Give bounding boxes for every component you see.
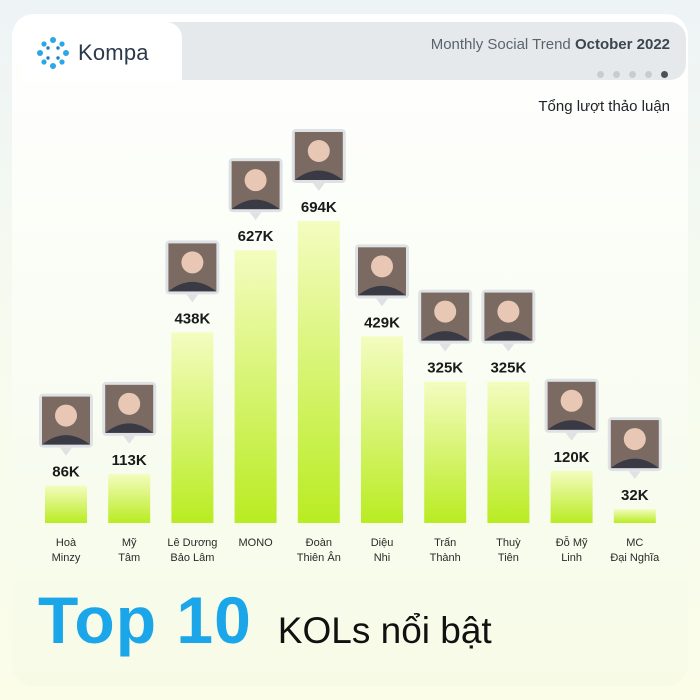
metric-label: Tổng lượt thảo luận	[538, 98, 670, 115]
avatar-face	[623, 428, 646, 451]
category-label: Đỗ Mỹ	[556, 536, 588, 549]
avatar-body	[231, 199, 280, 210]
brand-logo: Kompa	[36, 36, 149, 70]
bar-value-label: 32K	[621, 487, 649, 504]
avatar-pointer	[376, 298, 388, 307]
bar	[613, 509, 656, 523]
bar	[424, 381, 467, 523]
avatar-face	[371, 255, 393, 278]
avatar-body	[358, 285, 406, 296]
avatar-pointer	[249, 212, 262, 221]
page-dot[interactable]	[613, 71, 620, 78]
bar-value-label: 113K	[112, 452, 147, 469]
avatar-pointer	[186, 294, 199, 303]
category-label: Tiên	[498, 552, 519, 564]
page-indicator	[597, 71, 668, 78]
bar-value-label: 120K	[554, 449, 590, 466]
category-label: Đại Nghĩa	[610, 552, 660, 564]
avatar-face	[181, 251, 204, 274]
category-label: Trấn	[434, 537, 456, 549]
avatar-face	[118, 392, 141, 415]
avatar-body	[105, 423, 154, 433]
title-kols: KOLs nổi bật	[277, 610, 492, 651]
avatar-pointer	[60, 447, 72, 456]
trend-period: October 2022	[574, 36, 670, 53]
avatar-body	[610, 458, 659, 469]
avatar-face	[434, 300, 457, 323]
avatar-body	[421, 331, 470, 341]
avatar-face	[307, 140, 330, 162]
avatar-body	[294, 170, 343, 180]
avatar-pointer	[628, 471, 641, 480]
category-label: MC	[626, 537, 643, 549]
category-label: Mỹ	[122, 537, 137, 549]
bar	[234, 250, 277, 523]
category-label: Thiên Ân	[297, 551, 341, 564]
bar	[45, 485, 87, 523]
page-dot-active[interactable]	[661, 71, 668, 78]
avatar-body	[168, 281, 217, 292]
bar	[550, 470, 593, 523]
brand-tab	[22, 22, 182, 82]
category-label: Đoàn	[306, 537, 332, 549]
avatar-face	[497, 300, 520, 323]
bar	[361, 336, 403, 523]
bar	[487, 381, 530, 523]
bar-value-label: 325K	[427, 360, 463, 377]
avatar-pointer	[565, 432, 578, 441]
bar-value-label: 438K	[174, 310, 210, 327]
bar-value-label: 86K	[52, 464, 80, 481]
bar-value-label: 325K	[490, 360, 526, 377]
trend-prefix: Monthly Social Trend	[430, 36, 571, 53]
category-label: Thuỳ	[496, 537, 521, 549]
bar-value-label: 429K	[364, 314, 400, 331]
category-label: Thành	[430, 552, 461, 564]
category-label: Hoà	[56, 537, 77, 549]
bar-value-label: 694K	[301, 199, 337, 216]
avatar-face	[244, 169, 267, 192]
avatar-body	[484, 331, 533, 341]
poster-frame	[12, 14, 688, 686]
avatar-face	[55, 404, 77, 427]
page-dot[interactable]	[597, 71, 604, 78]
poster-title: Top 10 KOLs nổi bật	[38, 582, 492, 658]
category-label: Tâm	[118, 552, 140, 564]
category-label: Bảo Lâm	[170, 552, 214, 564]
kompa-logo-icon	[37, 37, 69, 69]
page-dot[interactable]	[629, 71, 636, 78]
title-top10: Top 10	[38, 583, 252, 657]
page-dot[interactable]	[645, 71, 652, 78]
trend-heading: Monthly Social Trend October 2022	[431, 36, 670, 53]
avatar-pointer	[502, 343, 515, 352]
category-label: Nhi	[374, 552, 391, 564]
category-label: Minzy	[52, 552, 81, 564]
category-label: MONO	[238, 537, 273, 549]
avatar-face	[560, 389, 583, 412]
bar-value-label: 627K	[238, 228, 274, 245]
avatar-body	[42, 435, 90, 445]
bar	[297, 221, 340, 523]
category-label: Linh	[561, 552, 582, 564]
category-label: Diệu	[371, 537, 394, 549]
avatar-body	[547, 420, 596, 430]
avatar-pointer	[439, 343, 452, 352]
category-label: Lê Dương	[167, 537, 217, 549]
bar	[171, 332, 214, 523]
avatar-pointer	[312, 183, 325, 191]
brand-name: Kompa	[78, 40, 149, 65]
bar	[108, 473, 151, 523]
avatar-pointer	[123, 435, 136, 444]
